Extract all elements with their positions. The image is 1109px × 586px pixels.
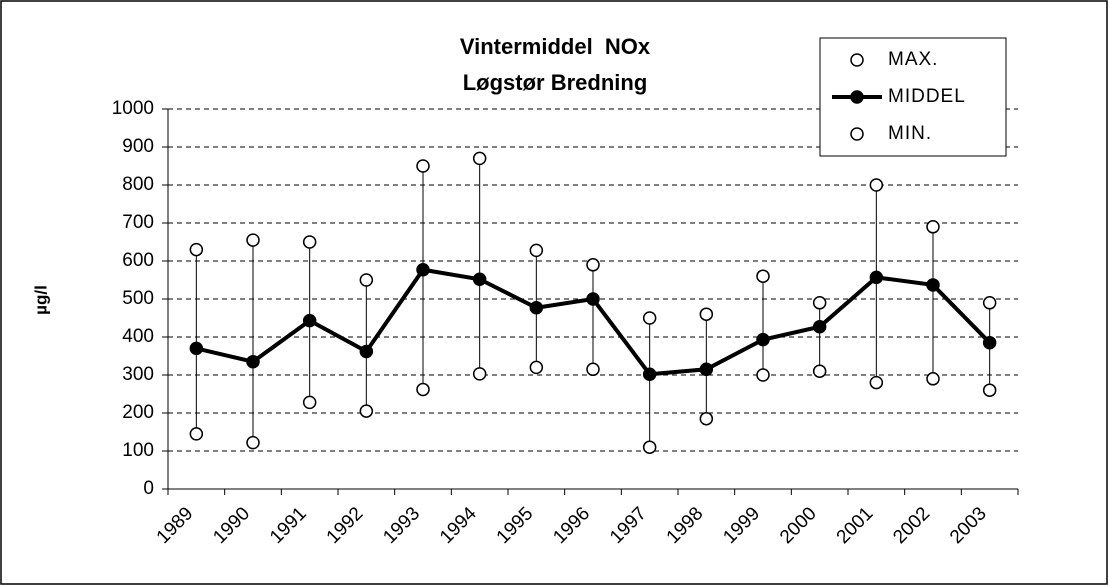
legend-label: MIN.: [888, 123, 932, 144]
point: [982, 296, 997, 310]
point: [756, 269, 770, 283]
point: [926, 220, 940, 234]
legend-marker: [850, 53, 864, 67]
point: [302, 395, 317, 410]
point: [246, 435, 260, 450]
point: [472, 272, 487, 286]
point: [586, 292, 600, 306]
point: [642, 311, 657, 325]
point: [869, 178, 884, 192]
y-tick-label: 100: [122, 440, 154, 461]
y-tick-label: 200: [122, 402, 154, 423]
point: [246, 233, 260, 247]
point: [756, 332, 770, 347]
point: [359, 404, 374, 418]
point: [812, 319, 827, 334]
point: [246, 354, 260, 369]
point: [586, 362, 600, 377]
point: [699, 307, 714, 321]
point: [699, 362, 714, 377]
point: [699, 411, 714, 426]
y-tick-label: 500: [122, 288, 154, 309]
point: [359, 273, 374, 287]
point: [359, 344, 374, 359]
point: [416, 382, 430, 397]
point: [302, 235, 317, 249]
point: [189, 242, 204, 257]
legend-label: MAX.: [888, 49, 938, 70]
point: [756, 368, 770, 382]
point: [642, 440, 657, 454]
y-tick-label: 600: [122, 250, 154, 271]
point: [812, 296, 827, 310]
point: [529, 243, 544, 258]
y-tick-label: 700: [122, 212, 154, 233]
y-tick-label: 1000: [112, 98, 154, 119]
y-axis-label: µg/l: [31, 285, 50, 315]
y-tick-label: 800: [122, 174, 154, 195]
legend-label: MIDDEL: [888, 86, 966, 107]
point: [529, 300, 544, 315]
point: [869, 375, 884, 390]
point: [416, 159, 430, 173]
point: [982, 383, 997, 397]
point: [869, 270, 884, 285]
point: [926, 372, 940, 386]
point: [189, 341, 204, 356]
y-tick-label: 400: [122, 326, 154, 347]
legend-marker: [850, 127, 864, 141]
chart-title: Vintermiddel NOx: [460, 34, 651, 59]
point: [926, 278, 940, 292]
point: [982, 335, 997, 350]
point: [529, 360, 544, 375]
point: [302, 313, 317, 328]
point: [812, 364, 827, 378]
point: [189, 427, 204, 441]
y-tick-label: 300: [122, 364, 154, 385]
point: [472, 151, 487, 166]
y-tick-label: 0: [143, 478, 154, 499]
point: [472, 367, 487, 381]
point: [416, 262, 430, 277]
y-tick-label: 900: [122, 136, 154, 157]
point: [642, 367, 657, 381]
legend-marker: [850, 90, 864, 104]
chart-subtitle: Løgstør Bredning: [463, 70, 648, 95]
point: [586, 258, 600, 272]
